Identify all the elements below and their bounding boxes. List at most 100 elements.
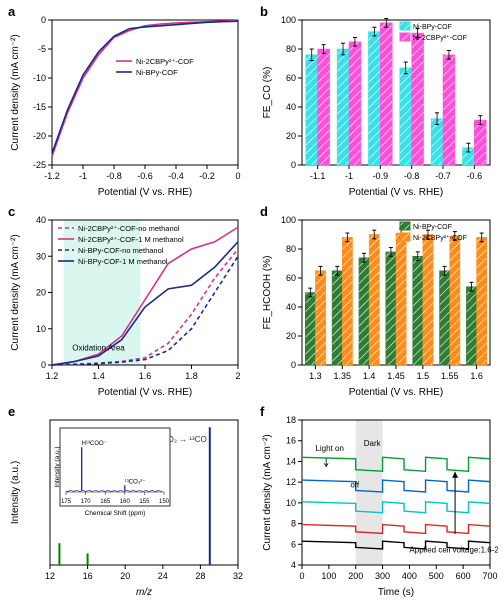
svg-text:1.6: 1.6 [139, 371, 152, 381]
svg-text:-10: -10 [33, 73, 46, 83]
svg-text:32: 32 [233, 571, 243, 581]
svg-text:-15: -15 [33, 102, 46, 112]
svg-text:-0.8: -0.8 [404, 171, 420, 181]
svg-text:-0.9: -0.9 [373, 171, 389, 181]
svg-text:Potential (V vs. RHE): Potential (V vs. RHE) [349, 387, 443, 398]
svg-text:1.6: 1.6 [470, 371, 483, 381]
chart-f: 01002003004005006007004681012141618Time … [258, 406, 498, 601]
svg-text:-0.8: -0.8 [106, 171, 122, 181]
svg-text:16: 16 [83, 571, 93, 581]
svg-text:40: 40 [286, 102, 296, 112]
svg-text:-1.2: -1.2 [44, 171, 60, 181]
svg-text:-1: -1 [79, 171, 87, 181]
svg-text:20: 20 [286, 331, 296, 341]
svg-text:-1: -1 [345, 171, 353, 181]
svg-text:400: 400 [402, 571, 417, 581]
svg-text:170: 170 [81, 499, 92, 505]
svg-text:FE_HCOOH (%): FE_HCOOH (%) [262, 256, 273, 330]
panel-e: e 121620242832m/zIntensity (a.u.)¹³CO₂ →… [6, 406, 246, 601]
panel-d-label: d [260, 204, 268, 219]
svg-text:10: 10 [36, 324, 46, 334]
svg-text:Potential (V vs. RHE): Potential (V vs. RHE) [349, 187, 443, 198]
panel-d: d 0204060801001.31.351.41.451.51.551.6Po… [258, 206, 498, 401]
svg-text:Applied cell voltage:1.6-2.0 V: Applied cell voltage:1.6-2.0 V [409, 546, 498, 555]
panel-a: a -1.2-1-0.8-0.6-0.4-0.20-25-20-15-10-50… [6, 6, 246, 201]
svg-text:Current density (mA cm⁻²): Current density (mA cm⁻²) [10, 34, 21, 150]
svg-text:150: 150 [159, 499, 170, 505]
svg-text:0: 0 [291, 160, 296, 170]
svg-text:175: 175 [61, 499, 72, 505]
svg-text:Ni-2CBPy²⁺-COF: Ni-2CBPy²⁺-COF [136, 57, 194, 66]
svg-text:18: 18 [286, 415, 296, 425]
panel-c-label: c [8, 204, 15, 219]
svg-text:Oxidation Area: Oxidation Area [72, 344, 125, 353]
svg-text:Current density (mA cm⁻²): Current density (mA cm⁻²) [262, 434, 273, 550]
panel-b: b 020406080100-1.1-1-0.9-0.8-0.7-0.6Pote… [258, 6, 498, 201]
svg-text:100: 100 [281, 15, 296, 25]
svg-text:28: 28 [195, 571, 205, 581]
svg-text:160: 160 [120, 499, 131, 505]
panel-f: f 01002003004005006007004681012141618Tim… [258, 406, 498, 601]
svg-text:6: 6 [291, 539, 296, 549]
svg-text:Potential (V vs. RHE): Potential (V vs. RHE) [98, 387, 192, 398]
svg-text:100: 100 [321, 571, 336, 581]
svg-text:1.8: 1.8 [185, 371, 198, 381]
svg-text:-0.2: -0.2 [199, 171, 215, 181]
svg-text:Ni-BPy-COF: Ni-BPy-COF [413, 24, 452, 31]
svg-text:20: 20 [36, 288, 46, 298]
svg-text:1.35: 1.35 [334, 371, 352, 381]
panel-f-label: f [260, 404, 264, 419]
svg-text:80: 80 [286, 44, 296, 54]
svg-text:Current density (mA cm⁻²): Current density (mA cm⁻²) [10, 234, 21, 350]
svg-text:0: 0 [291, 360, 296, 370]
svg-text:0: 0 [299, 571, 304, 581]
svg-text:500: 500 [429, 571, 444, 581]
svg-text:2: 2 [235, 371, 240, 381]
svg-text:1.4: 1.4 [92, 371, 105, 381]
svg-text:Dark: Dark [364, 439, 382, 448]
svg-text:16: 16 [286, 436, 296, 446]
svg-text:m/z: m/z [136, 587, 152, 598]
svg-text:1.3: 1.3 [309, 371, 322, 381]
panel-a-label: a [8, 4, 15, 19]
svg-text:-0.4: -0.4 [168, 171, 184, 181]
svg-text:-25: -25 [33, 160, 46, 170]
svg-text:H¹³COO⁻: H¹³COO⁻ [82, 441, 107, 447]
svg-text:600: 600 [456, 571, 471, 581]
panel-c: c 1.21.41.61.82010203040Potential (V vs.… [6, 206, 246, 401]
svg-text:Ni-2CBPy²⁺-COF-1 M methanol: Ni-2CBPy²⁺-COF-1 M methanol [78, 235, 184, 244]
svg-text:-0.7: -0.7 [435, 171, 451, 181]
svg-text:100: 100 [281, 215, 296, 225]
svg-text:-5: -5 [38, 44, 46, 54]
chart-c: 1.21.41.61.82010203040Potential (V vs. R… [6, 206, 246, 401]
svg-text:Ni-BPy-COF: Ni-BPy-COF [413, 224, 452, 231]
svg-text:300: 300 [375, 571, 390, 581]
svg-text:80: 80 [286, 244, 296, 254]
svg-text:Ni-BPy-COF-no methanol: Ni-BPy-COF-no methanol [78, 246, 164, 255]
chart-e: 121620242832m/zIntensity (a.u.)¹³CO₂ → ¹… [6, 406, 246, 601]
svg-text:40: 40 [286, 302, 296, 312]
svg-text:4: 4 [291, 560, 296, 570]
svg-text:1.4: 1.4 [363, 371, 376, 381]
svg-text:1.55: 1.55 [441, 371, 459, 381]
svg-text:40: 40 [36, 215, 46, 225]
svg-text:-0.6: -0.6 [467, 171, 483, 181]
svg-text:0: 0 [235, 171, 240, 181]
svg-text:165: 165 [100, 499, 111, 505]
svg-text:Ni-2CBPy²⁺-COF-no methanol: Ni-2CBPy²⁺-COF-no methanol [78, 224, 180, 233]
svg-text:700: 700 [482, 571, 497, 581]
svg-text:30: 30 [36, 251, 46, 261]
svg-text:off: off [350, 480, 360, 489]
svg-text:Intensity (a.u.): Intensity (a.u.) [10, 461, 21, 524]
svg-text:Light on: Light on [315, 444, 343, 453]
svg-text:Ni-2CBPy²⁺-COF: Ni-2CBPy²⁺-COF [413, 235, 467, 242]
svg-text:8: 8 [291, 519, 296, 529]
svg-text:-0.6: -0.6 [137, 171, 153, 181]
svg-text:Chemical Shift (ppm): Chemical Shift (ppm) [85, 510, 146, 517]
svg-text:155: 155 [139, 499, 150, 505]
svg-text:12: 12 [286, 477, 296, 487]
svg-text:0: 0 [41, 15, 46, 25]
svg-text:¹³CO₃²⁻: ¹³CO₃²⁻ [125, 479, 146, 485]
svg-text:Intensity (a.u.): Intensity (a.u.) [54, 446, 61, 487]
svg-text:60: 60 [286, 273, 296, 283]
